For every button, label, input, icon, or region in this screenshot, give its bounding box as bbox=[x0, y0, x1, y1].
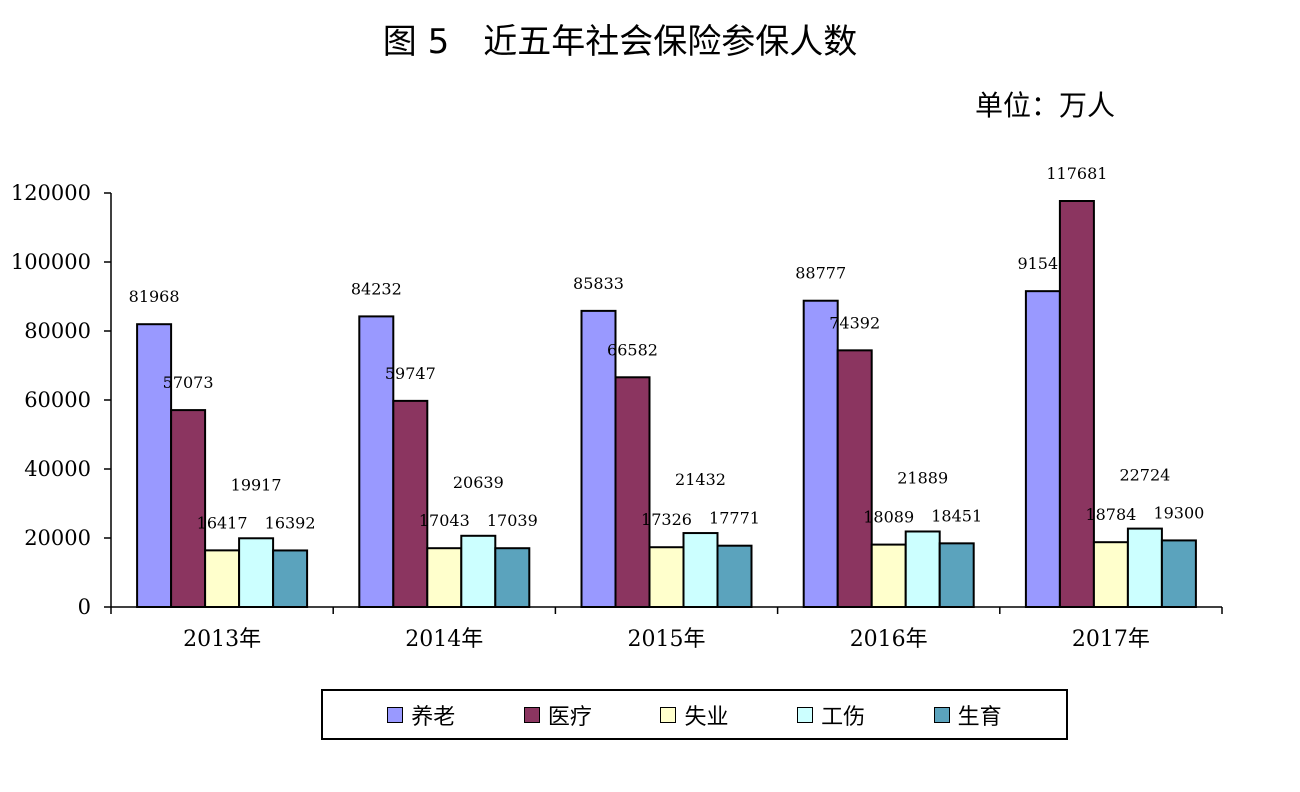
y-tick-label: 100000 bbox=[11, 250, 91, 274]
data-label: 17043 bbox=[419, 511, 470, 530]
data-label: 18451 bbox=[931, 506, 982, 525]
x-tick-label: 2014年 bbox=[405, 627, 483, 652]
bar bbox=[204, 549, 241, 608]
legend-label: 工伤 bbox=[821, 704, 866, 730]
data-label: 19917 bbox=[231, 475, 282, 494]
legend-swatch bbox=[660, 706, 677, 723]
bar bbox=[1024, 290, 1061, 608]
bar bbox=[426, 547, 463, 609]
data-label: 57073 bbox=[163, 373, 214, 392]
x-tick-label: 2013年 bbox=[183, 627, 261, 652]
y-tick-label: 0 bbox=[78, 595, 91, 619]
bar bbox=[648, 546, 685, 608]
data-label: 21432 bbox=[675, 470, 726, 489]
legend-item: 工伤 bbox=[797, 699, 865, 731]
data-label: 16392 bbox=[265, 513, 316, 532]
y-tick-label: 120000 bbox=[11, 181, 91, 205]
bar bbox=[272, 549, 309, 608]
bar bbox=[238, 537, 275, 609]
bar bbox=[136, 323, 173, 608]
legend-swatch bbox=[523, 706, 540, 723]
data-label: 59747 bbox=[385, 364, 436, 383]
legend-item: 失业 bbox=[660, 699, 728, 731]
data-label: 22724 bbox=[1119, 466, 1170, 485]
data-label: 117681 bbox=[1046, 164, 1107, 183]
bar bbox=[938, 542, 975, 609]
bar bbox=[1160, 539, 1197, 608]
bar bbox=[870, 543, 907, 609]
data-label: 85833 bbox=[573, 274, 624, 293]
legend-label: 养老 bbox=[411, 704, 456, 730]
data-label: 17039 bbox=[487, 511, 538, 530]
data-label: 16417 bbox=[197, 513, 248, 532]
x-tick-label: 2015年 bbox=[628, 627, 706, 652]
data-label: 17771 bbox=[709, 509, 760, 528]
bar bbox=[392, 399, 429, 609]
bar bbox=[460, 534, 497, 609]
bar bbox=[682, 532, 719, 608]
y-tick-label: 40000 bbox=[24, 457, 91, 481]
data-label: 91548 bbox=[1017, 254, 1068, 273]
bar bbox=[716, 544, 753, 609]
bar bbox=[904, 530, 941, 609]
chart-legend: 养老 医疗 失业 工伤 生育 bbox=[321, 689, 1068, 740]
data-label: 74392 bbox=[829, 313, 880, 332]
data-label: 20639 bbox=[453, 473, 504, 492]
legend-swatch bbox=[797, 706, 814, 723]
data-label: 66582 bbox=[607, 340, 658, 359]
legend-item: 养老 bbox=[387, 699, 455, 731]
x-tick-label: 2017年 bbox=[1072, 627, 1150, 652]
bar bbox=[1126, 527, 1163, 608]
legend-swatch bbox=[387, 706, 404, 723]
legend-label: 失业 bbox=[684, 704, 729, 730]
data-label: 81968 bbox=[129, 287, 180, 306]
data-label: 88777 bbox=[795, 264, 846, 283]
data-label: 21889 bbox=[897, 468, 948, 487]
legend-label: 医疗 bbox=[547, 704, 592, 730]
legend-item: 医疗 bbox=[523, 699, 592, 731]
bar bbox=[1092, 541, 1129, 608]
y-tick-label: 80000 bbox=[24, 319, 91, 343]
legend-item: 生育 bbox=[933, 699, 1002, 731]
bar bbox=[358, 315, 395, 608]
data-label: 84232 bbox=[351, 279, 402, 298]
legend-swatch bbox=[933, 706, 950, 723]
x-tick-label: 2016年 bbox=[850, 627, 928, 652]
bar bbox=[614, 376, 651, 609]
chart-title: 图 5 近五年社会保险参保人数 bbox=[382, 22, 858, 62]
data-label: 18784 bbox=[1085, 505, 1136, 524]
unit-label: 单位：万人 bbox=[975, 89, 1116, 122]
bar bbox=[836, 349, 873, 608]
data-label: 19300 bbox=[1153, 503, 1204, 522]
bar bbox=[1058, 200, 1095, 608]
y-tick-label: 20000 bbox=[24, 526, 91, 550]
bar bbox=[802, 299, 839, 608]
bar bbox=[494, 547, 531, 609]
legend-label: 生育 bbox=[957, 704, 1002, 730]
data-label: 18089 bbox=[863, 508, 914, 527]
data-label: 17326 bbox=[641, 510, 692, 529]
bar bbox=[170, 409, 207, 608]
y-tick-label: 60000 bbox=[24, 388, 91, 412]
